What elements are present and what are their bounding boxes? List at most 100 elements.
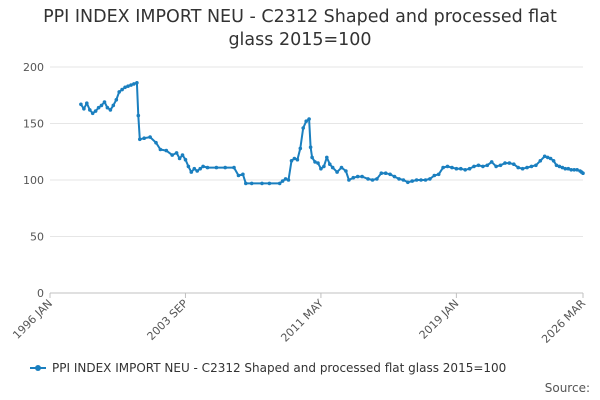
data-point bbox=[322, 164, 326, 169]
data-point bbox=[108, 108, 113, 112]
data-point bbox=[158, 147, 163, 152]
data-point bbox=[142, 136, 146, 140]
legend-label: PPI INDEX IMPORT NEU - C2312 Shaped and … bbox=[52, 361, 507, 375]
data-point bbox=[507, 161, 512, 165]
data-point bbox=[295, 157, 300, 162]
data-point bbox=[498, 163, 503, 168]
data-point bbox=[545, 155, 550, 160]
data-point bbox=[436, 172, 441, 177]
chart-title-line-2: glass 2015=100 bbox=[228, 30, 372, 50]
data-point bbox=[406, 180, 410, 185]
data-point bbox=[410, 179, 415, 183]
data-point bbox=[463, 168, 468, 172]
data-point bbox=[538, 159, 543, 163]
data-point bbox=[401, 178, 406, 182]
y-tick-label: 100 bbox=[23, 174, 44, 187]
data-point bbox=[280, 179, 285, 183]
data-point bbox=[445, 164, 450, 169]
data-point bbox=[566, 166, 571, 171]
data-point bbox=[557, 164, 562, 169]
data-point bbox=[308, 145, 313, 149]
data-point bbox=[292, 156, 297, 161]
data-point bbox=[313, 160, 317, 164]
legend-line-marker-icon bbox=[30, 363, 46, 373]
data-point bbox=[82, 107, 86, 111]
data-point bbox=[534, 163, 538, 168]
y-tick-label: 200 bbox=[23, 61, 44, 74]
legend[interactable]: PPI INDEX IMPORT NEU - C2312 Shaped and … bbox=[30, 361, 506, 375]
data-point bbox=[575, 168, 579, 172]
data-point bbox=[441, 165, 445, 170]
x-tick-label: 2026 MAR bbox=[539, 297, 588, 346]
data-point bbox=[88, 108, 92, 112]
data-point bbox=[383, 171, 388, 175]
data-point bbox=[136, 113, 141, 118]
data-point bbox=[232, 165, 236, 170]
data-point bbox=[201, 164, 205, 169]
data-point bbox=[286, 178, 291, 182]
data-point bbox=[423, 178, 428, 182]
data-point bbox=[189, 170, 194, 174]
data-point bbox=[375, 177, 379, 181]
data-point bbox=[260, 181, 264, 186]
data-point bbox=[316, 161, 320, 165]
x-tick-label: 2019 JAN bbox=[417, 297, 462, 342]
data-point bbox=[319, 166, 323, 171]
data-point bbox=[304, 119, 309, 123]
data-point bbox=[267, 181, 272, 186]
x-tick-label: 1996 JAN bbox=[10, 297, 55, 342]
data-point bbox=[328, 162, 332, 166]
data-point bbox=[310, 155, 314, 160]
data-point bbox=[432, 173, 437, 178]
y-tick-label: 50 bbox=[30, 231, 44, 244]
data-point bbox=[154, 140, 158, 145]
data-point bbox=[560, 165, 565, 170]
chart-title-line-1: PPI INDEX IMPORT NEU - C2312 Shaped and … bbox=[43, 7, 557, 27]
data-point bbox=[283, 177, 288, 181]
data-point bbox=[360, 174, 364, 179]
data-point bbox=[554, 163, 559, 168]
data-point bbox=[397, 177, 401, 181]
data-point bbox=[548, 156, 553, 161]
data-point bbox=[170, 153, 174, 157]
data-point bbox=[330, 165, 335, 170]
data-point bbox=[454, 166, 459, 171]
data-point bbox=[186, 164, 191, 169]
data-point bbox=[117, 90, 121, 94]
data-point bbox=[392, 174, 397, 179]
data-point bbox=[520, 166, 525, 171]
data-point bbox=[111, 103, 116, 108]
data-point bbox=[529, 164, 534, 169]
y-tick-label: 150 bbox=[23, 118, 44, 131]
data-point bbox=[481, 164, 485, 169]
data-point bbox=[85, 101, 89, 105]
data-point bbox=[344, 169, 348, 173]
data-point bbox=[307, 117, 311, 121]
data-point bbox=[249, 181, 254, 186]
data-point bbox=[351, 175, 356, 180]
data-point bbox=[569, 168, 573, 172]
data-point bbox=[450, 165, 454, 170]
data-point bbox=[79, 102, 83, 107]
data-point bbox=[525, 165, 529, 170]
data-point bbox=[503, 161, 507, 165]
data-point bbox=[126, 84, 130, 88]
data-point bbox=[177, 156, 182, 161]
data-point bbox=[99, 103, 104, 108]
data-point bbox=[192, 166, 197, 171]
data-point bbox=[198, 166, 202, 171]
x-tick-label: 2003 SEP bbox=[145, 297, 191, 343]
data-point bbox=[90, 111, 95, 116]
data-point bbox=[195, 169, 199, 173]
data-point bbox=[180, 153, 185, 157]
data-point bbox=[388, 172, 392, 177]
data-point bbox=[148, 135, 152, 139]
data-point bbox=[494, 164, 498, 169]
data-point bbox=[472, 164, 476, 169]
data-point bbox=[581, 171, 585, 175]
data-point bbox=[489, 160, 494, 164]
data-point bbox=[572, 168, 576, 172]
data-point bbox=[366, 177, 370, 181]
data-point bbox=[485, 163, 490, 168]
